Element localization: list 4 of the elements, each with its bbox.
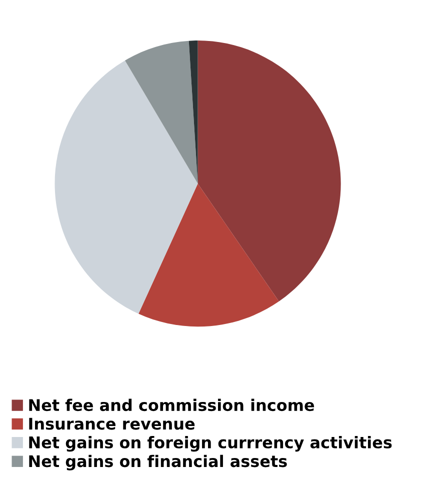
legend-label: Net fee and commission income (29, 398, 314, 412)
legend-label: Insurance revenue (29, 418, 195, 430)
legend-label: Net gains on financial assets (29, 454, 287, 470)
legend-label: Net gains on foreign currrency activities (29, 436, 392, 452)
